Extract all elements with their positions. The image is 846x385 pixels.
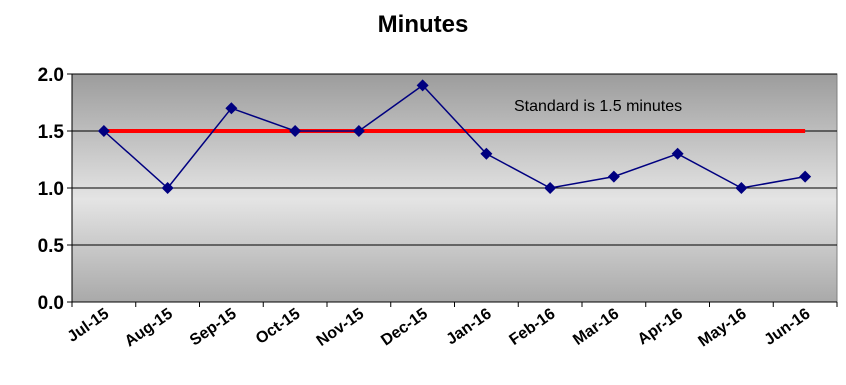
data-point: [480, 147, 493, 160]
y-tick-label: 0.0: [38, 293, 64, 314]
data-point: [735, 182, 748, 194]
x-tick-label: Jun-16: [761, 305, 813, 349]
data-point: [671, 147, 684, 160]
x-tick-label: Dec-15: [378, 305, 431, 349]
data-point: [225, 102, 238, 115]
y-tick-label: 0.5: [38, 236, 65, 257]
chart-title: Minutes: [378, 11, 469, 38]
data-point: [289, 125, 302, 137]
series-line: [103, 84, 806, 190]
y-tick-label: 1.5: [38, 122, 65, 143]
x-tick-label: Oct-15: [253, 305, 304, 348]
standard-annotation: Standard is 1.5 minutes: [514, 98, 682, 115]
x-axis: Jul-15 Aug-15 Sep-15 Oct-15 Nov-15 Dec-15 Jan-…: [65, 301, 838, 350]
x-tick-label: Feb-16: [506, 305, 558, 349]
x-tick-label: Sep-15: [187, 305, 240, 349]
y-tick-label: 1.0: [38, 179, 64, 200]
series-group: [97, 79, 812, 194]
data-point: [416, 79, 429, 92]
data-point: [161, 182, 174, 194]
x-tick-label: Jul-15: [65, 305, 113, 346]
x-tick-label: May-16: [695, 305, 749, 350]
data-point: [352, 125, 365, 137]
x-tick-label: Aug-15: [122, 305, 176, 350]
data-point: [607, 170, 620, 183]
x-tick-label: Jan-16: [443, 305, 494, 348]
data-point: [97, 125, 110, 137]
y-axis: 0.0 0.5 1.0 1.5 2.0: [38, 65, 73, 314]
data-point: [799, 170, 812, 183]
x-tick-label: Nov-15: [314, 305, 368, 350]
y-tick-label: 2.0: [38, 65, 64, 86]
data-point: [544, 182, 557, 194]
x-tick-label: Mar-16: [570, 305, 622, 349]
x-tick-label: Apr-16: [635, 305, 686, 348]
